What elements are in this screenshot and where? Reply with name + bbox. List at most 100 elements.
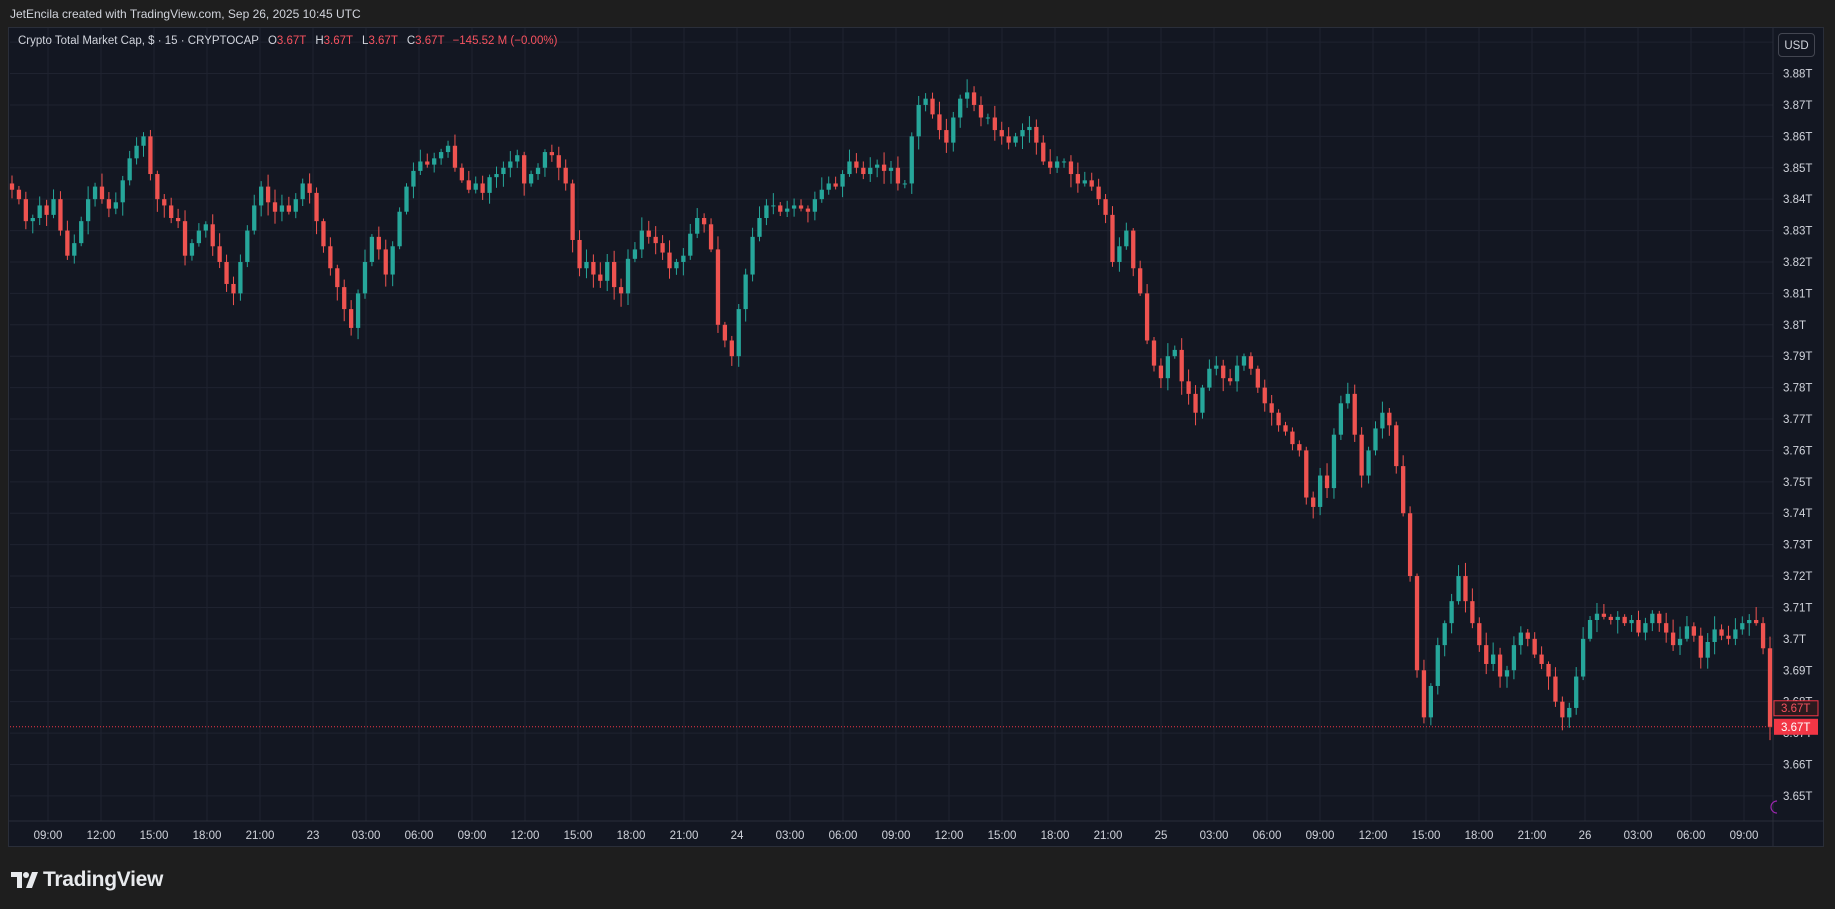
candle-body xyxy=(971,92,977,105)
candle-body xyxy=(1020,130,1025,137)
candle-body xyxy=(1691,626,1697,636)
candle-body xyxy=(1311,497,1316,507)
time-tick-label: 15:00 xyxy=(1412,830,1441,842)
candle-body xyxy=(563,167,568,184)
candle-body xyxy=(1317,475,1323,507)
candle-body xyxy=(51,199,56,215)
price-tick-label: 3.7T xyxy=(1783,634,1806,646)
candle-body xyxy=(85,199,91,222)
candle-body xyxy=(1207,368,1212,388)
high-label: H xyxy=(315,35,324,47)
candle-body xyxy=(231,283,236,294)
candle-body xyxy=(1712,629,1717,642)
candle-body xyxy=(182,221,188,256)
candle-body xyxy=(113,202,118,209)
price-tag-lower: 3.67T xyxy=(1781,722,1810,734)
currency-button[interactable]: USD xyxy=(1778,33,1815,57)
candle-body xyxy=(542,152,548,168)
candlestick-chart[interactable]: 3.65T3.66T3.67T3.68T3.69T3.7T3.71T3.72T3… xyxy=(0,0,1835,847)
candle-body xyxy=(992,117,997,131)
candle-body xyxy=(715,249,721,325)
candle-body xyxy=(1089,180,1094,187)
candle-body xyxy=(1193,393,1198,413)
candle-body xyxy=(1463,576,1468,602)
candle-body xyxy=(978,104,984,118)
candle-body xyxy=(1657,613,1662,624)
open-value: 3.67T xyxy=(276,35,307,47)
chart-panel[interactable] xyxy=(8,27,1824,847)
candle-body xyxy=(577,239,582,269)
time-tick-label: 12:00 xyxy=(511,830,540,842)
candle-body xyxy=(612,261,617,288)
candle-body xyxy=(750,236,755,275)
candle-body xyxy=(1629,620,1634,624)
candle-body xyxy=(418,161,423,171)
low-value: 3.67T xyxy=(368,35,398,47)
candle-body xyxy=(798,205,804,209)
candle-body xyxy=(487,177,492,193)
candle-body xyxy=(494,174,499,178)
candle-body xyxy=(141,136,146,146)
candle-body xyxy=(535,167,541,175)
candle-body xyxy=(293,199,298,212)
candle-body xyxy=(1601,613,1607,617)
candle-body xyxy=(556,155,561,168)
candle-body xyxy=(722,324,728,341)
price-tag-lower-box xyxy=(1774,718,1818,735)
candle-body xyxy=(1214,365,1219,369)
candle-body xyxy=(279,205,285,212)
candle-body xyxy=(688,233,693,256)
candle-body xyxy=(985,117,991,119)
price-tick-label: 3.71T xyxy=(1783,602,1812,614)
time-tick-label: 25 xyxy=(1155,830,1168,842)
time-tick-label: 09:00 xyxy=(1306,830,1335,842)
candle-body xyxy=(1670,632,1676,646)
candle-body xyxy=(791,205,797,209)
candle-body xyxy=(667,252,672,269)
candle-body xyxy=(1186,381,1191,394)
candle-body xyxy=(1449,601,1454,624)
candle-body xyxy=(175,218,181,222)
change-value: −145.52 M (−0.00%) xyxy=(452,35,558,47)
time-tick-label: 06:00 xyxy=(1253,830,1282,842)
candles xyxy=(9,79,1773,741)
candle-body xyxy=(501,167,506,175)
candle-body xyxy=(72,243,77,256)
candle-body xyxy=(1587,620,1593,639)
candle-body xyxy=(1608,616,1613,621)
candle-body xyxy=(785,208,790,212)
price-tick-label: 3.88T xyxy=(1783,69,1812,81)
candle-body xyxy=(99,186,105,200)
candle-body xyxy=(591,261,596,275)
candle-body xyxy=(1131,230,1136,269)
candle-body xyxy=(245,230,250,262)
candle-body xyxy=(1041,142,1046,162)
candle-body xyxy=(1075,174,1081,184)
candle-body xyxy=(1054,161,1060,168)
candle-body xyxy=(1269,403,1274,413)
price-tick-label: 3.69T xyxy=(1783,665,1812,677)
candle-body xyxy=(1068,161,1074,175)
candle-body xyxy=(861,167,866,175)
time-tick-label: 21:00 xyxy=(1518,830,1547,842)
candle-body xyxy=(1234,365,1240,382)
time-tick-label: 06:00 xyxy=(829,830,858,842)
candle-body xyxy=(65,230,70,256)
candle-body xyxy=(44,205,49,215)
price-tag-upper-box xyxy=(1773,700,1819,717)
candle-body xyxy=(549,152,555,156)
tradingview-logo[interactable]: TradingView xyxy=(11,868,163,892)
candle-body xyxy=(812,199,818,212)
candle-body xyxy=(189,243,195,256)
price-tick-label: 3.81T xyxy=(1783,288,1812,300)
candle-body xyxy=(217,246,222,262)
candle-body xyxy=(1165,356,1170,379)
candle-body xyxy=(1345,393,1350,404)
candle-body xyxy=(681,255,686,262)
countdown-icon xyxy=(1770,800,1778,814)
candle-body xyxy=(1740,623,1745,630)
candle-body xyxy=(37,205,42,219)
candle-body xyxy=(646,230,651,237)
candle-body xyxy=(1304,450,1309,498)
candle-body xyxy=(1511,645,1517,671)
